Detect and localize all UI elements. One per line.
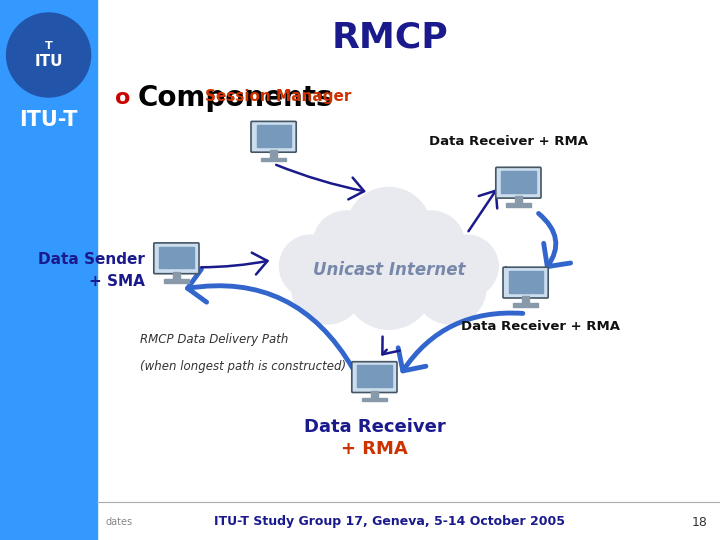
Text: Data Receiver + RMA: Data Receiver + RMA xyxy=(461,320,620,333)
Bar xyxy=(513,303,539,307)
Text: (when longest path is constructed): (when longest path is constructed) xyxy=(140,360,346,373)
Text: dates: dates xyxy=(105,517,132,527)
Circle shape xyxy=(346,187,431,272)
Circle shape xyxy=(436,235,498,298)
Circle shape xyxy=(313,211,380,278)
Circle shape xyxy=(397,211,464,278)
Text: Unicast Internet: Unicast Internet xyxy=(312,261,465,279)
FancyBboxPatch shape xyxy=(352,362,397,393)
Text: Session Manager: Session Manager xyxy=(205,89,352,104)
Bar xyxy=(522,296,529,304)
Text: Data Sender: Data Sender xyxy=(37,252,145,267)
Bar xyxy=(256,125,291,147)
Text: 18: 18 xyxy=(692,516,708,529)
Text: Data Receiver: Data Receiver xyxy=(304,418,445,436)
Circle shape xyxy=(415,253,486,324)
Bar xyxy=(261,158,287,161)
FancyBboxPatch shape xyxy=(496,167,541,198)
Text: o: o xyxy=(115,88,130,108)
Bar xyxy=(159,247,194,268)
FancyBboxPatch shape xyxy=(503,267,548,298)
Bar xyxy=(501,171,536,193)
Bar xyxy=(270,150,277,158)
FancyBboxPatch shape xyxy=(154,243,199,274)
Circle shape xyxy=(279,235,342,298)
FancyBboxPatch shape xyxy=(251,122,296,152)
Text: RMCP: RMCP xyxy=(332,20,449,54)
Text: T: T xyxy=(45,41,53,51)
Circle shape xyxy=(377,231,456,309)
Text: + RMA: + RMA xyxy=(341,440,408,458)
Text: ITU: ITU xyxy=(35,55,63,70)
Bar xyxy=(505,204,531,207)
Bar xyxy=(515,196,522,204)
Text: ITU-T: ITU-T xyxy=(19,110,78,130)
Bar xyxy=(173,272,180,280)
Bar xyxy=(164,279,189,282)
Bar xyxy=(508,271,543,293)
Text: Components: Components xyxy=(138,84,333,112)
Text: + SMA: + SMA xyxy=(89,274,145,289)
Text: Data Receiver + RMA: Data Receiver + RMA xyxy=(429,134,588,148)
Text: RMCP Data Delivery Path: RMCP Data Delivery Path xyxy=(140,333,289,346)
Bar xyxy=(357,366,392,387)
Circle shape xyxy=(6,13,91,97)
Bar xyxy=(362,398,387,401)
Text: ITU-T Study Group 17, Geneva, 5-14 October 2005: ITU-T Study Group 17, Geneva, 5-14 Octob… xyxy=(215,516,565,529)
Circle shape xyxy=(292,253,363,324)
Bar xyxy=(371,390,378,399)
Bar xyxy=(0,0,97,540)
Circle shape xyxy=(322,231,400,309)
Circle shape xyxy=(344,240,433,329)
